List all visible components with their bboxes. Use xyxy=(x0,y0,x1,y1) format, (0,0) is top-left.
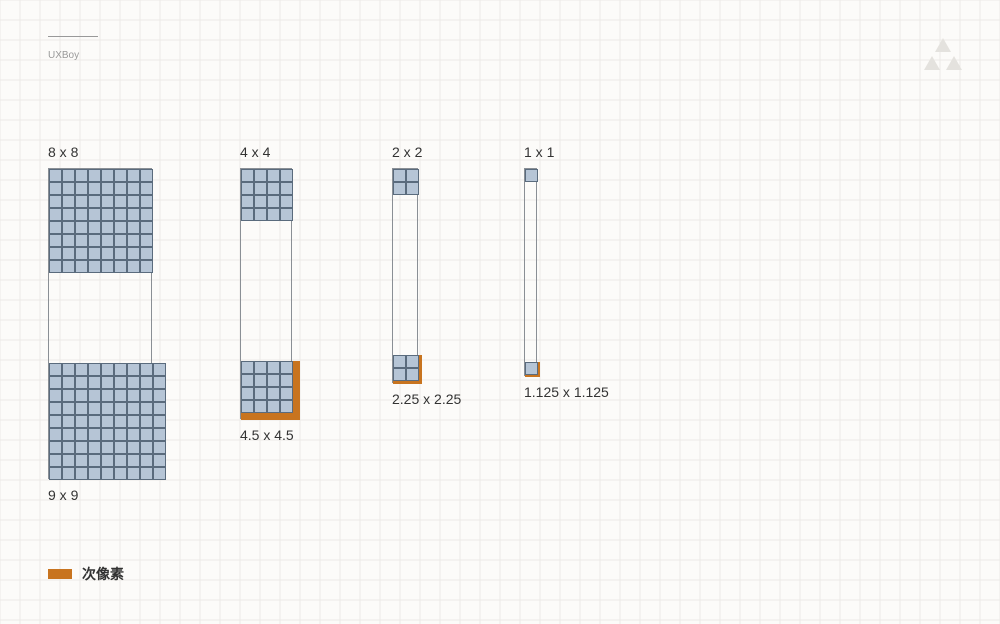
bottom-pixel-grid xyxy=(525,362,538,375)
logo-icon xyxy=(918,36,968,80)
bottom-label: 1.125 x 1.125 xyxy=(524,384,609,400)
subpixel-bottom xyxy=(241,413,300,420)
top-label: 8 x 8 xyxy=(48,144,152,160)
legend-swatch-subpixel xyxy=(48,569,72,579)
bottom-pixel-grid-wrapper xyxy=(241,361,300,420)
bottom-label: 9 x 9 xyxy=(48,487,152,503)
top-label: 4 x 4 xyxy=(240,144,294,160)
top-pixel-grid xyxy=(525,169,538,182)
subpixel-bottom xyxy=(393,381,422,384)
column-2: 2 x 2 2.25 x 2.25 xyxy=(392,144,461,407)
subpixel-right xyxy=(419,355,422,384)
bottom-pixel-grid-wrapper xyxy=(525,362,540,377)
column-outline xyxy=(240,168,292,419)
top-pixel-grid xyxy=(241,169,293,221)
subpixel-right xyxy=(293,361,300,420)
bottom-pixel-grid-wrapper xyxy=(393,355,422,384)
bottom-pixel-grid xyxy=(393,355,419,381)
bottom-pixel-grid-wrapper xyxy=(49,363,166,480)
column-outline xyxy=(48,168,152,479)
bottom-label: 4.5 x 4.5 xyxy=(240,427,294,443)
legend-label: 次像素 xyxy=(82,564,124,584)
top-label: 2 x 2 xyxy=(392,144,461,160)
bottom-label: 2.25 x 2.25 xyxy=(392,391,461,407)
legend: 次像素 xyxy=(48,564,124,584)
author-label: UXBoy xyxy=(48,50,79,61)
column-outline xyxy=(524,168,537,376)
top-pixel-grid xyxy=(393,169,419,195)
author-divider xyxy=(48,36,98,37)
column-3: 1 x 1 1.125 x 1.125 xyxy=(524,144,609,400)
top-label: 1 x 1 xyxy=(524,144,609,160)
column-0: 8 x 8 9 x 9 xyxy=(48,144,152,503)
column-outline xyxy=(392,168,418,383)
top-pixel-grid xyxy=(49,169,153,273)
bottom-pixel-grid xyxy=(49,363,166,480)
subpixel-bottom xyxy=(525,375,540,377)
column-1: 4 x 4 4.5 x 4.5 xyxy=(240,144,294,443)
bottom-pixel-grid xyxy=(241,361,293,413)
